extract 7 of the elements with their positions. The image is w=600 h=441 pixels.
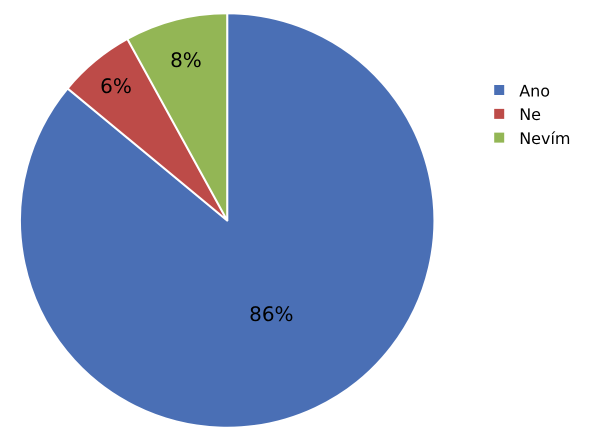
data-label: 86% bbox=[249, 302, 294, 326]
legend-label: Ne bbox=[519, 105, 542, 124]
legend-label: Ano bbox=[519, 81, 550, 100]
pie-slice bbox=[19, 12, 436, 428]
data-label: 8% bbox=[170, 48, 202, 72]
data-label: 6% bbox=[100, 74, 132, 98]
legend-label: Nevím bbox=[519, 128, 571, 148]
